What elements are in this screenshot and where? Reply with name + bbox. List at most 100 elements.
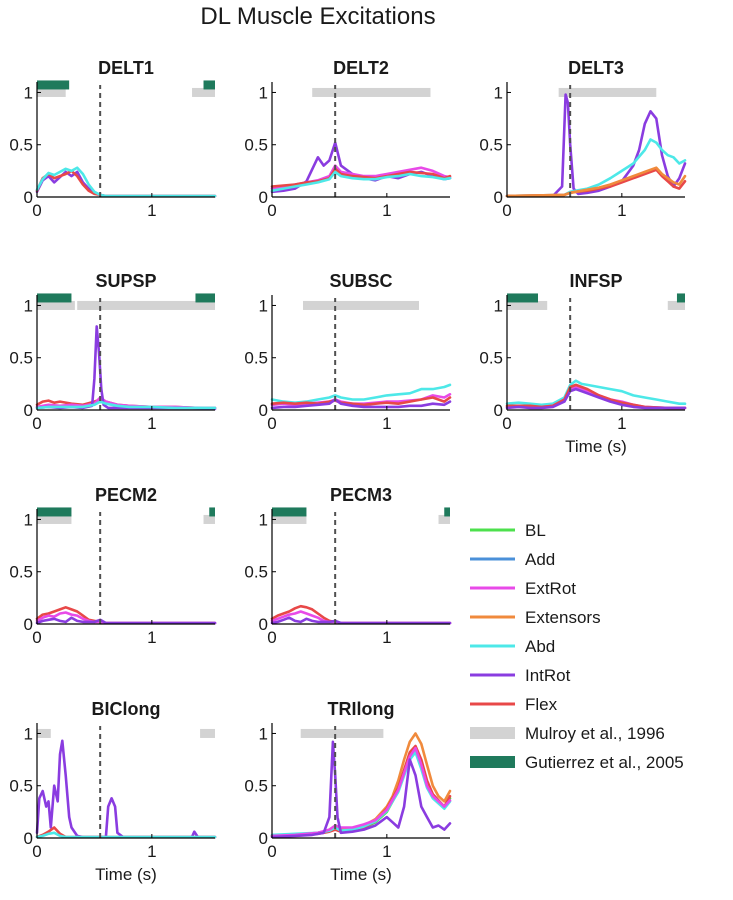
series-line-trilong-introt bbox=[270, 740, 452, 839]
y-tick-label-delt2-0: 0 bbox=[259, 188, 268, 207]
panels: DELT1 0 0.5 1 0 1 DELT2 0 0.5 1 0 1 DELT3 0 0.5 1 0 1 SUPS… bbox=[9, 58, 687, 884]
panel-pecm3: PECM3 0 0.5 1 0 1 bbox=[244, 485, 452, 647]
y-tick-label-supsp-2: 1 bbox=[24, 296, 33, 315]
panel-title-delt3: DELT3 bbox=[568, 58, 624, 78]
y-tick-label-delt1-0: 0 bbox=[24, 188, 33, 207]
panel-title-supsp: SUPSP bbox=[95, 271, 156, 291]
y-tick-label-infsp-1: 0.5 bbox=[479, 349, 503, 368]
y-tick-label-supsp-0: 0 bbox=[24, 401, 33, 420]
series-line-infsp-abd bbox=[505, 379, 687, 407]
y-tick-label-subsc-2: 1 bbox=[259, 296, 268, 315]
legend-entry-abd: Abd bbox=[470, 637, 555, 656]
gutierrez-bar-delt1-1 bbox=[203, 80, 215, 90]
x-tick-label-biclong-1: 1 bbox=[147, 842, 156, 861]
x-tick-label-trilong-0: 0 bbox=[267, 842, 276, 861]
y-tick-label-pecm3-1: 0.5 bbox=[244, 563, 268, 582]
y-tick-label-supsp-1: 0.5 bbox=[9, 349, 33, 368]
legend-entry-flex: Flex bbox=[470, 695, 558, 714]
x-tick-label-pecm2-0: 0 bbox=[32, 628, 41, 647]
mulroy-bar-subsc-0 bbox=[303, 300, 419, 310]
panel-delt1: DELT1 0 0.5 1 0 1 bbox=[9, 58, 217, 220]
x-tick-label-subsc-0: 0 bbox=[267, 414, 276, 433]
series-line-subsc-flex bbox=[270, 396, 452, 407]
gutierrez-bar-infsp-1 bbox=[676, 293, 685, 303]
x-tick-label-infsp-1: 1 bbox=[617, 414, 626, 433]
panel-title-delt1: DELT1 bbox=[98, 58, 154, 78]
gutierrez-bar-infsp-0 bbox=[507, 293, 539, 303]
gutierrez-bar-pecm3-1 bbox=[444, 507, 450, 517]
panel-supsp: SUPSP 0 0.5 1 0 1 bbox=[9, 271, 217, 433]
panel-title-delt2: DELT2 bbox=[333, 58, 389, 78]
y-tick-label-delt3-0: 0 bbox=[494, 188, 503, 207]
y-tick-label-delt2-1: 0.5 bbox=[244, 136, 268, 155]
x-tick-label-trilong-1: 1 bbox=[382, 842, 391, 861]
mulroy-bar-delt2-0 bbox=[312, 87, 431, 97]
mulroy-bar-delt1-0 bbox=[37, 87, 66, 97]
mulroy-bar-supsp-0 bbox=[37, 300, 75, 310]
legend-swatch-mulroy bbox=[470, 727, 515, 739]
x-tick-label-delt3-0: 0 bbox=[502, 201, 511, 220]
legend-entry-introt: IntRot bbox=[470, 666, 571, 685]
x-tick-label-infsp-0: 0 bbox=[502, 414, 511, 433]
mulroy-bar-pecm2-0 bbox=[37, 514, 72, 524]
x-tick-label-delt1-1: 1 bbox=[147, 201, 156, 220]
y-tick-label-pecm3-2: 1 bbox=[259, 510, 268, 529]
series-line-delt2-flex bbox=[270, 167, 452, 188]
panel-delt2: DELT2 0 0.5 1 0 1 bbox=[244, 58, 452, 220]
y-tick-label-trilong-2: 1 bbox=[259, 724, 268, 743]
y-tick-label-infsp-0: 0 bbox=[494, 401, 503, 420]
y-tick-label-biclong-1: 0.5 bbox=[9, 777, 33, 796]
y-tick-label-delt3-2: 1 bbox=[494, 83, 503, 102]
series-line-biclong-abd bbox=[35, 831, 217, 839]
legend-label-add: Add bbox=[525, 550, 555, 569]
mulroy-bar-biclong-0 bbox=[37, 728, 51, 738]
legend-label-bl: BL bbox=[525, 521, 546, 540]
series-line-supsp-abd bbox=[35, 400, 217, 410]
gutierrez-bar-pecm3-0 bbox=[272, 507, 307, 517]
panel-pecm2: PECM2 0 0.5 1 0 1 bbox=[9, 485, 217, 647]
series-line-subsc-introt bbox=[270, 398, 452, 410]
x-tick-label-delt3-1: 1 bbox=[617, 201, 626, 220]
series-line-delt1-abd bbox=[35, 166, 217, 198]
panel-title-pecm3: PECM3 bbox=[330, 485, 392, 505]
panel-title-trilong: TRIlong bbox=[328, 699, 395, 719]
y-tick-label-trilong-1: 0.5 bbox=[244, 777, 268, 796]
series-line-delt2-abd bbox=[270, 170, 452, 192]
series-line-infsp-flex bbox=[505, 383, 687, 410]
legend-entry-mulroy: Mulroy et al., 1996 bbox=[470, 724, 665, 743]
series-line-infsp-introt bbox=[505, 387, 687, 410]
mulroy-bar-infsp-1 bbox=[667, 300, 685, 310]
y-tick-label-pecm2-0: 0 bbox=[24, 615, 33, 634]
legend-entry-bl: BL bbox=[470, 521, 546, 540]
legend-label-gutierrez: Gutierrez et al., 2005 bbox=[525, 753, 684, 772]
mulroy-bar-pecm2-1 bbox=[203, 514, 215, 524]
legend-entry-extensors: Extensors bbox=[470, 608, 601, 627]
series-line-trilong-extensors bbox=[270, 732, 452, 838]
x-tick-label-subsc-1: 1 bbox=[382, 414, 391, 433]
panel-subsc: SUBSC 0 0.5 1 0 1 bbox=[244, 271, 452, 433]
panel-title-infsp: INFSP bbox=[569, 271, 622, 291]
x-tick-label-biclong-0: 0 bbox=[32, 842, 41, 861]
x-tick-label-delt2-0: 0 bbox=[267, 201, 276, 220]
x-tick-label-delt2-1: 1 bbox=[382, 201, 391, 220]
panel-title-subsc: SUBSC bbox=[329, 271, 392, 291]
mulroy-bar-trilong-0 bbox=[300, 728, 384, 738]
x-axis-label-infsp: Time (s) bbox=[565, 437, 627, 456]
y-tick-label-trilong-0: 0 bbox=[259, 829, 268, 848]
y-tick-label-pecm2-1: 0.5 bbox=[9, 563, 33, 582]
y-tick-label-infsp-2: 1 bbox=[494, 296, 503, 315]
y-tick-label-delt1-2: 1 bbox=[24, 83, 33, 102]
gutierrez-bar-delt1-0 bbox=[37, 80, 70, 90]
gutierrez-bar-supsp-0 bbox=[37, 293, 72, 303]
mulroy-bar-biclong-1 bbox=[200, 728, 215, 738]
series-line-biclong-introt bbox=[35, 739, 217, 839]
x-axis-label-biclong: Time (s) bbox=[95, 865, 157, 884]
legend-entry-add: Add bbox=[470, 550, 555, 569]
legend-label-introt: IntRot bbox=[525, 666, 571, 685]
panel-title-pecm2: PECM2 bbox=[95, 485, 157, 505]
figure-title: DL Muscle Excitations bbox=[200, 3, 435, 30]
mulroy-bar-infsp-0 bbox=[507, 300, 548, 310]
legend-label-extensors: Extensors bbox=[525, 608, 601, 627]
panel-title-biclong: BIClong bbox=[92, 699, 161, 719]
legend-label-flex: Flex bbox=[525, 695, 558, 714]
